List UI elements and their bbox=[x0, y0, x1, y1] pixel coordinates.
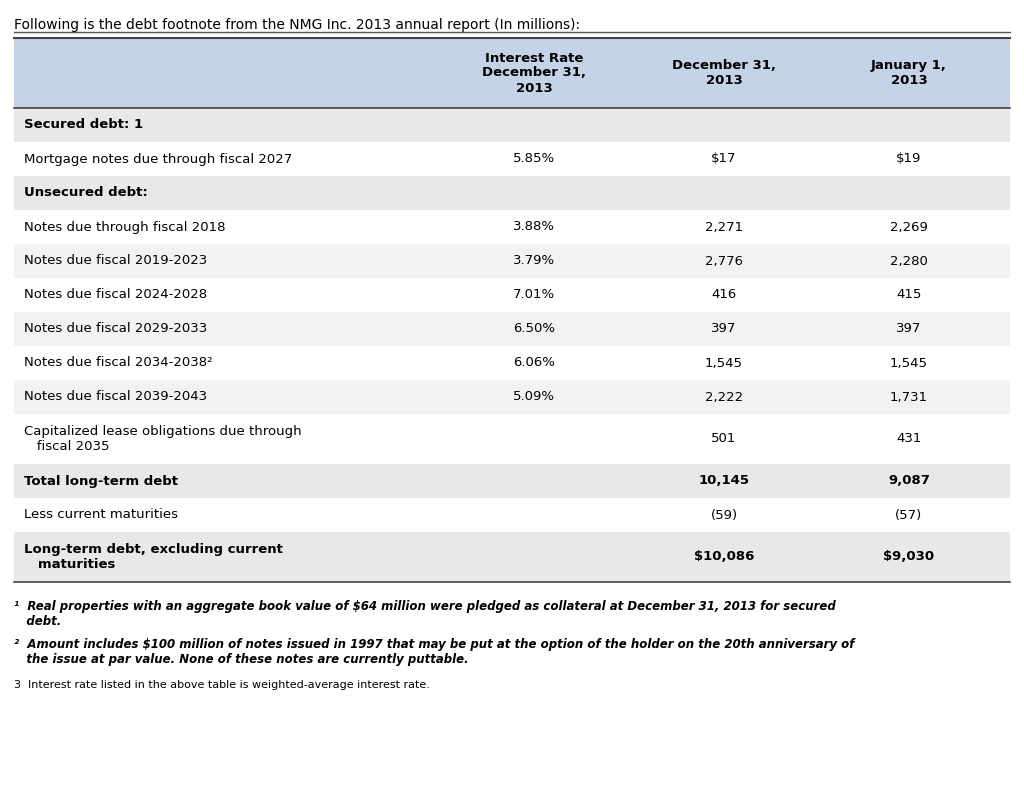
Text: 3.88%: 3.88% bbox=[513, 221, 555, 233]
Bar bbox=[14, 278, 1010, 312]
Text: Total long-term debt: Total long-term debt bbox=[24, 475, 178, 487]
Bar bbox=[14, 498, 1010, 532]
Text: Unsecured debt:: Unsecured debt: bbox=[24, 186, 147, 200]
Text: (59): (59) bbox=[711, 508, 737, 522]
Text: December 31,
2013: December 31, 2013 bbox=[672, 59, 776, 87]
Bar bbox=[14, 414, 1010, 464]
Text: Notes due fiscal 2034-2038²: Notes due fiscal 2034-2038² bbox=[24, 356, 213, 369]
Text: Following is the debt footnote from the NMG Inc. 2013 annual report (In millions: Following is the debt footnote from the … bbox=[14, 18, 581, 32]
Text: (57): (57) bbox=[895, 508, 923, 522]
Bar bbox=[14, 38, 1010, 108]
Text: ¹  Real properties with an aggregate book value of $64 million were pledged as c: ¹ Real properties with an aggregate book… bbox=[14, 600, 836, 628]
Text: Notes due fiscal 2039-2043: Notes due fiscal 2039-2043 bbox=[24, 391, 207, 403]
Text: Long-term debt, excluding current
   maturities: Long-term debt, excluding current maturi… bbox=[24, 543, 283, 571]
Text: 6.50%: 6.50% bbox=[513, 323, 555, 336]
Text: ²  Amount includes $100 million of notes issued in 1997 that may be put at the o: ² Amount includes $100 million of notes … bbox=[14, 638, 854, 666]
Bar bbox=[14, 176, 1010, 210]
Bar bbox=[14, 532, 1010, 582]
Text: 3.79%: 3.79% bbox=[513, 255, 555, 268]
Text: Less current maturities: Less current maturities bbox=[24, 508, 178, 522]
Text: 416: 416 bbox=[712, 288, 736, 301]
Text: 6.06%: 6.06% bbox=[513, 356, 555, 369]
Text: Notes due fiscal 2019-2023: Notes due fiscal 2019-2023 bbox=[24, 255, 207, 268]
Text: 7.01%: 7.01% bbox=[513, 288, 555, 301]
Text: $19: $19 bbox=[896, 153, 922, 165]
Text: Notes due through fiscal 2018: Notes due through fiscal 2018 bbox=[24, 221, 225, 233]
Text: 10,145: 10,145 bbox=[698, 475, 750, 487]
Text: 5.85%: 5.85% bbox=[513, 153, 555, 165]
Text: 1,731: 1,731 bbox=[890, 391, 928, 403]
Text: 9,087: 9,087 bbox=[888, 475, 930, 487]
Text: January 1,
2013: January 1, 2013 bbox=[871, 59, 947, 87]
Text: Notes due fiscal 2024-2028: Notes due fiscal 2024-2028 bbox=[24, 288, 207, 301]
Text: Mortgage notes due through fiscal 2027: Mortgage notes due through fiscal 2027 bbox=[24, 153, 292, 165]
Text: 2,280: 2,280 bbox=[890, 255, 928, 268]
Text: $10,086: $10,086 bbox=[694, 551, 755, 563]
Text: 2,776: 2,776 bbox=[705, 255, 743, 268]
Bar bbox=[14, 108, 1010, 142]
Text: Capitalized lease obligations due through
   fiscal 2035: Capitalized lease obligations due throug… bbox=[24, 425, 302, 453]
Text: 2,271: 2,271 bbox=[705, 221, 743, 233]
Text: Interest Rate
December 31,
2013: Interest Rate December 31, 2013 bbox=[482, 51, 586, 94]
Text: 415: 415 bbox=[896, 288, 922, 301]
Bar bbox=[14, 210, 1010, 244]
Bar bbox=[14, 464, 1010, 498]
Text: 2,222: 2,222 bbox=[705, 391, 743, 403]
Text: 1,545: 1,545 bbox=[890, 356, 928, 369]
Bar bbox=[14, 142, 1010, 176]
Text: 397: 397 bbox=[712, 323, 736, 336]
Text: 1,545: 1,545 bbox=[705, 356, 743, 369]
Bar bbox=[14, 244, 1010, 278]
Text: 3  Interest rate listed in the above table is weighted-average interest rate.: 3 Interest rate listed in the above tabl… bbox=[14, 680, 430, 690]
Text: $9,030: $9,030 bbox=[884, 551, 935, 563]
Text: 431: 431 bbox=[896, 432, 922, 446]
Text: 397: 397 bbox=[896, 323, 922, 336]
Text: 501: 501 bbox=[712, 432, 736, 446]
Bar bbox=[14, 380, 1010, 414]
Text: Notes due fiscal 2029-2033: Notes due fiscal 2029-2033 bbox=[24, 323, 207, 336]
Text: Secured debt: 1: Secured debt: 1 bbox=[24, 118, 143, 132]
Bar bbox=[14, 312, 1010, 346]
Bar bbox=[14, 346, 1010, 380]
Text: $17: $17 bbox=[712, 153, 736, 165]
Text: 2,269: 2,269 bbox=[890, 221, 928, 233]
Text: 5.09%: 5.09% bbox=[513, 391, 555, 403]
